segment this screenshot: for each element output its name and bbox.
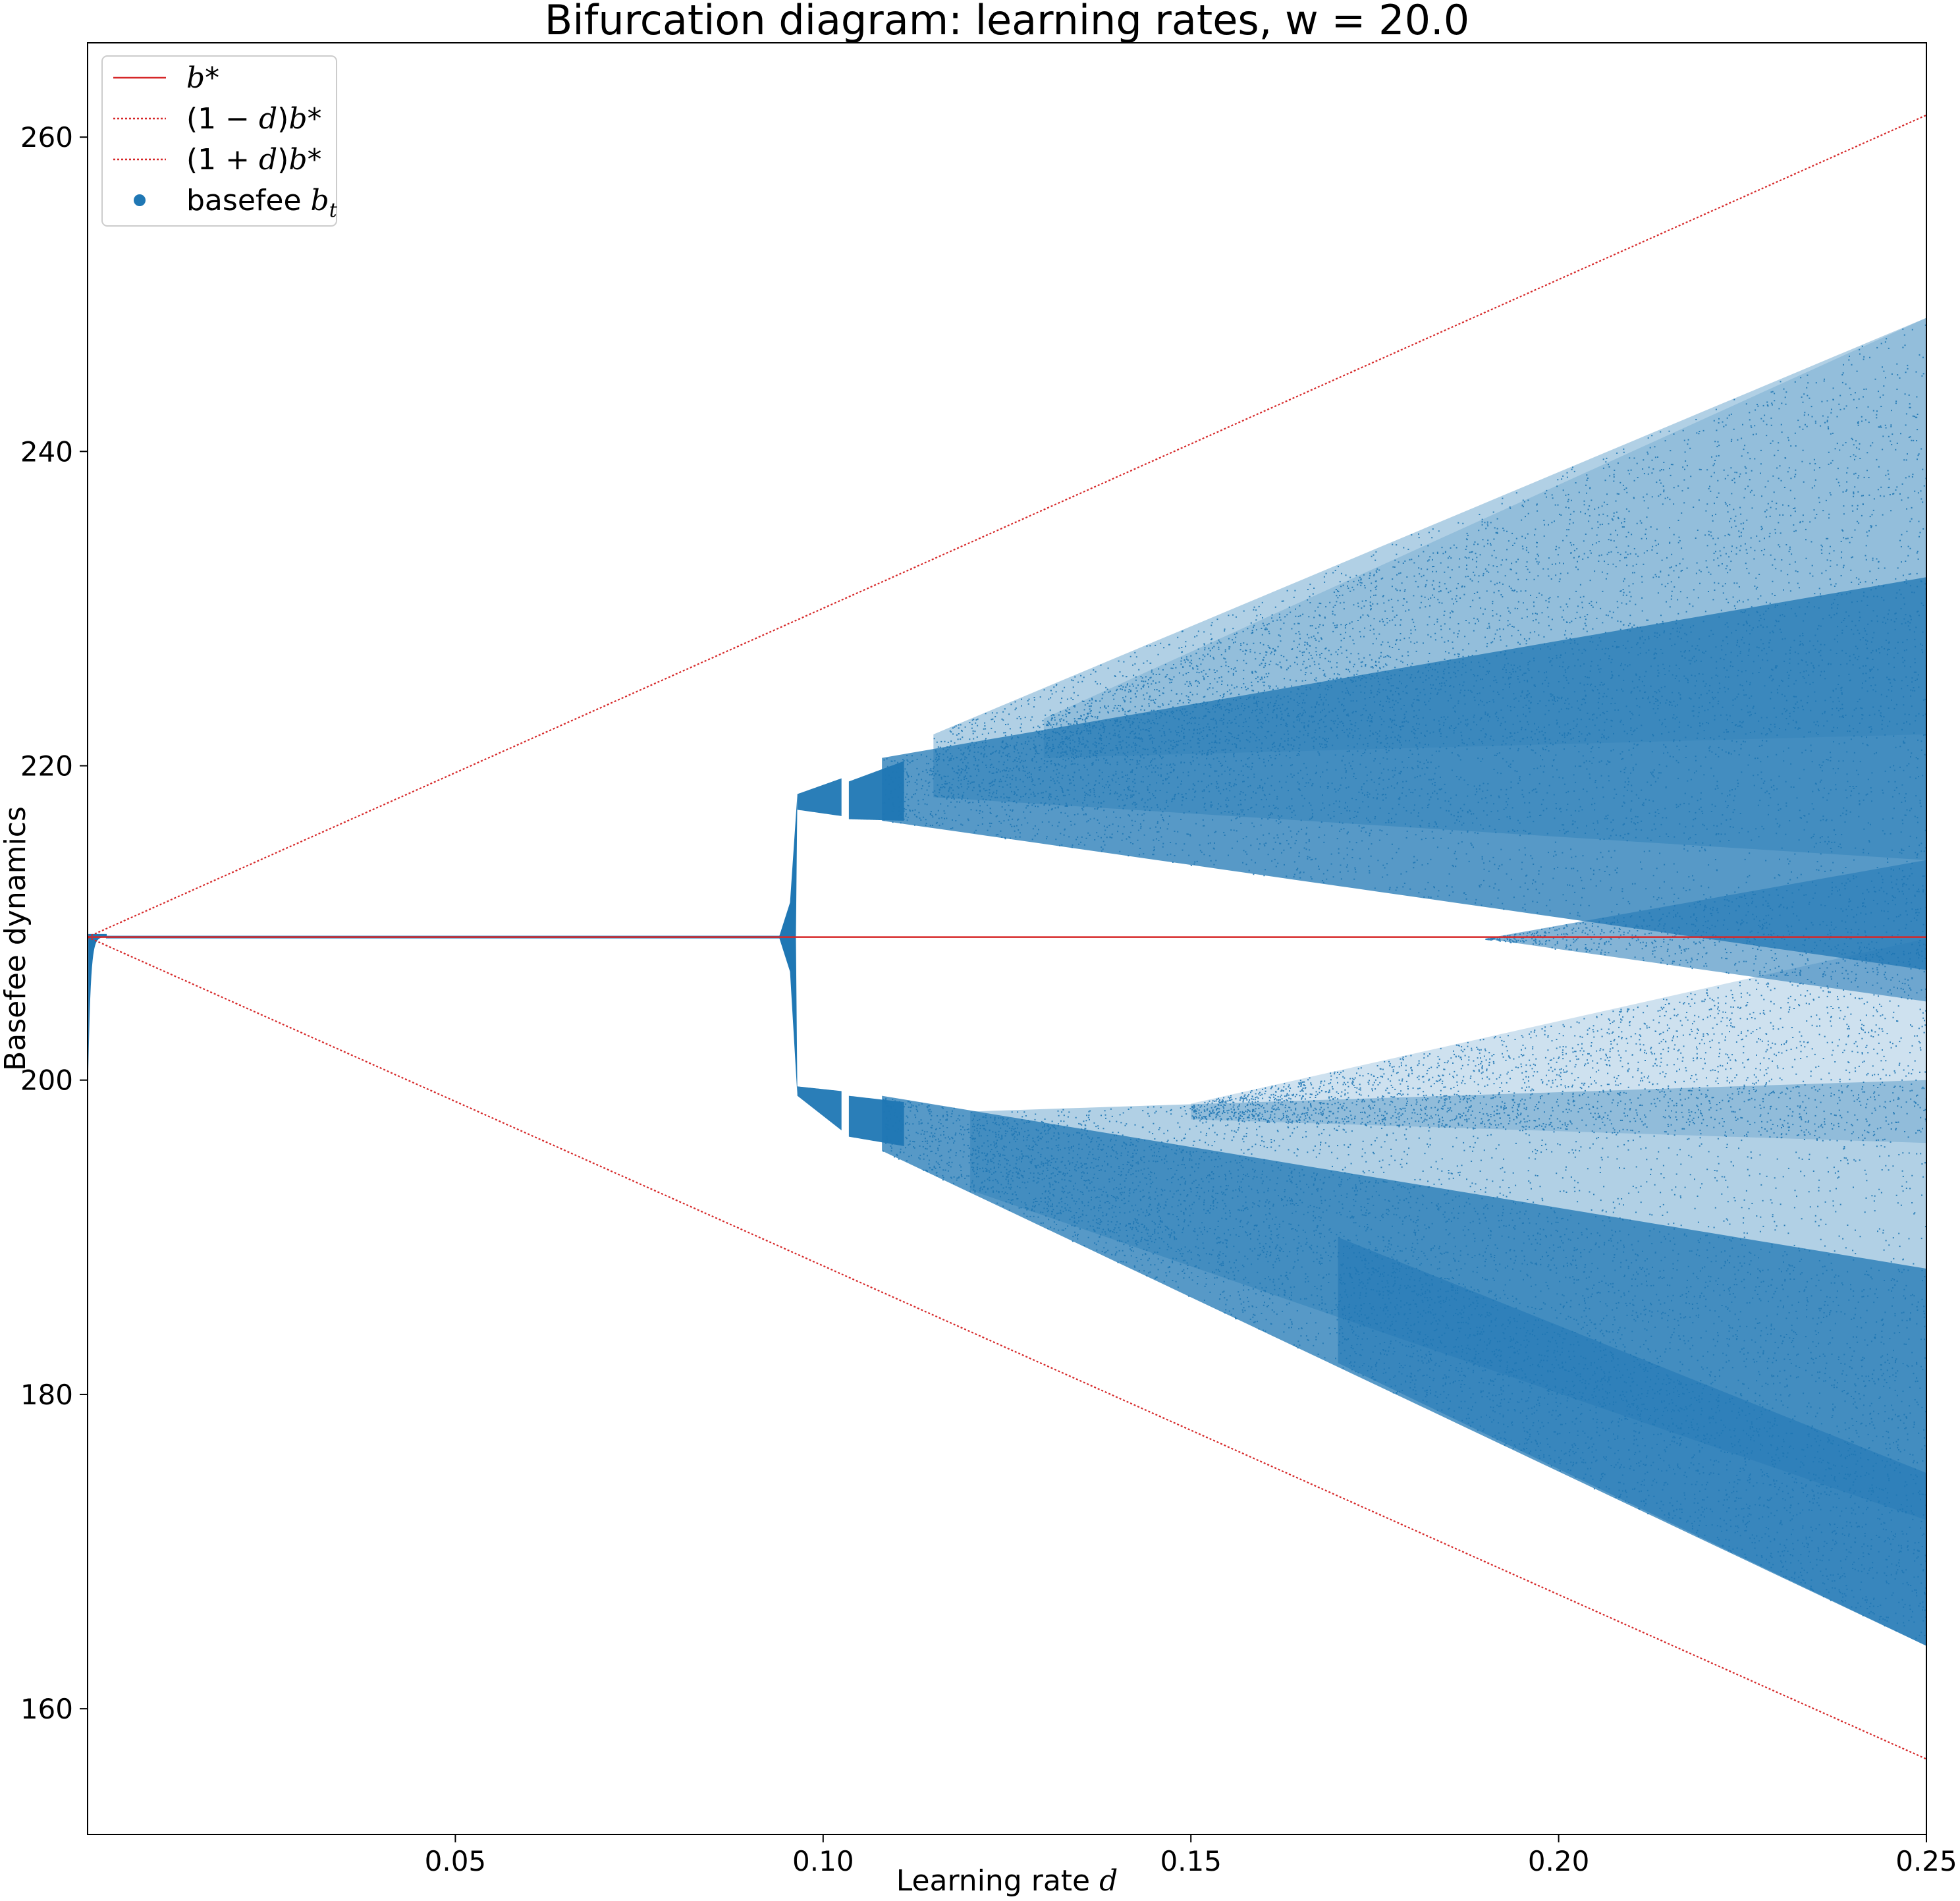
upper-cloud-dense [882,577,1926,970]
plot-area [88,114,1926,1760]
y-tick-label: 160 [20,1693,73,1725]
y-tick-label: 260 [20,121,73,153]
legend-points-swatch [134,194,146,206]
legend-lower-label: (1 − d)b* [186,102,322,136]
upper-period-branch-a [797,778,842,816]
lower-cloud-tail [1338,1237,1926,1646]
bifurcation-spike [778,794,798,1096]
x-tick-label: 0.25 [1895,1845,1957,1877]
x-tick-label: 0.20 [1528,1845,1590,1877]
x-tick-label: 0.05 [425,1845,487,1877]
y-tick-label: 240 [20,435,73,468]
x-tick-label: 0.15 [1160,1845,1222,1877]
x-axis-label: Learning rate d [896,1864,1118,1898]
reference-lines [88,114,1926,1760]
y-tick-label: 200 [20,1064,73,1097]
plot-frame [87,42,1927,1835]
x-tick-label: 0.10 [792,1845,854,1877]
legend-bstar-label: b* [186,61,219,95]
legend-points-label: basefee bt [186,184,338,222]
lower-cloud-mid-points [970,1084,1926,1516]
initial-transient [88,933,107,1071]
basefee-scatter [88,317,1926,1646]
y-axis-label: Basefee dynamics [0,806,32,1071]
legend-upper-label: (1 + d)b* [186,143,322,177]
y-axis-ticks: 160 180 200 220 240 260 [20,121,88,1725]
upper-cloud-outer [1043,317,1926,758]
lower-cloud-upper-points [1191,943,1926,1143]
upper-cloud-cross [1484,860,1926,1002]
lower-period-branch-a [797,1086,842,1131]
y-tick-label: 180 [20,1379,73,1411]
upper-cloud-mid [933,317,1926,860]
y-tick-label: 220 [20,750,73,783]
x-axis-ticks: 0.05 0.10 0.15 0.20 0.25 [425,1834,1957,1877]
chart-title: Bifurcation diagram: learning rates, w =… [545,0,1469,44]
legend-box [101,55,337,227]
lower-cloud-upper [1191,939,1926,1143]
legend: b* (1 − d)b* (1 + d)b* basefee bt [101,55,338,227]
